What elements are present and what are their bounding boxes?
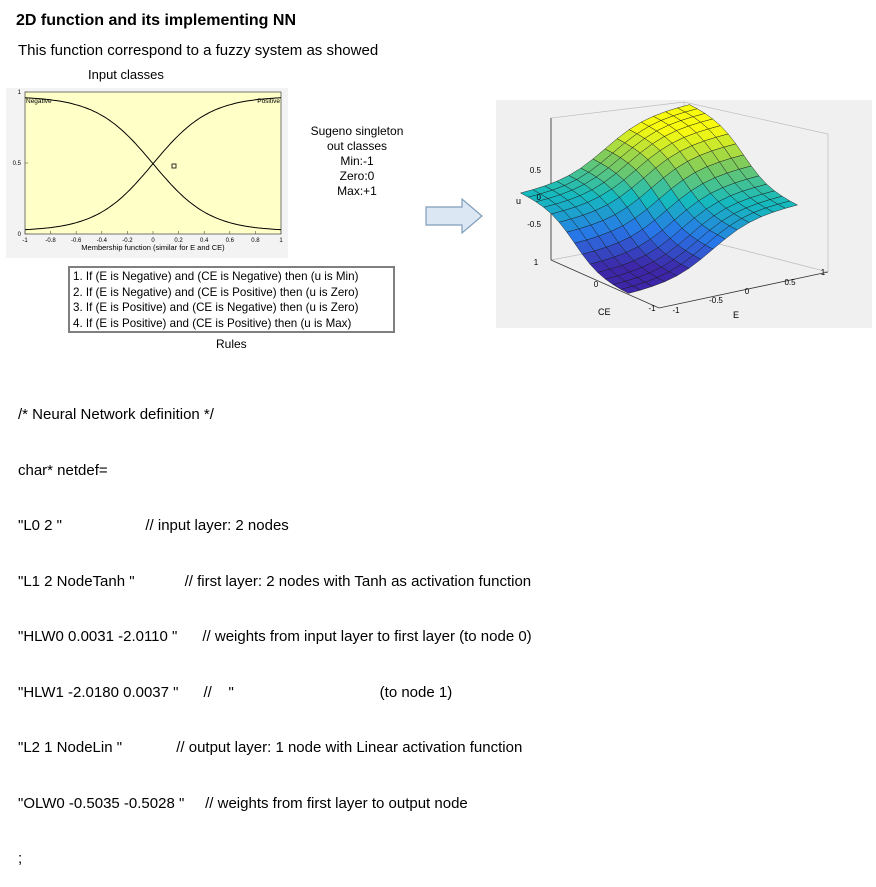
positive-label: Positive: [257, 98, 280, 105]
sugeno-description: Sugeno singleton out classes Min:-1 Zero…: [296, 124, 418, 199]
membership-x-tick: -0.8: [45, 238, 56, 244]
rule-item: 4. If (E is Positive) and (CE is Positiv…: [73, 316, 352, 330]
sugeno-line: out classes: [326, 139, 388, 153]
membership-x-tick: 0.6: [226, 238, 235, 244]
e-tick: 0.5: [784, 278, 796, 287]
network-definition-code: /* Neural Network definition */ char* ne…: [18, 369, 532, 887]
membership-plot-caption: Input classes: [88, 67, 164, 82]
code-line: "HLW1 -2.0180 0.0037 " // " (to node 1): [18, 683, 453, 701]
membership-x-tick: 0.8: [251, 238, 260, 244]
membership-y-tick: 0: [18, 232, 22, 238]
surface-plot: 0.5 0 -0.5 u 1 0 -1 CE -1 -0.5 0 0.5 1 E: [496, 100, 872, 328]
membership-y-ticks: 00.51: [13, 90, 28, 238]
membership-y-tick: 0.5: [13, 161, 22, 167]
e-tick: 0: [745, 287, 750, 296]
sugeno-line: Sugeno singleton: [310, 124, 404, 138]
ce-axis-label: CE: [598, 307, 611, 317]
positive-membership-curve: [24, 97, 282, 231]
rule-item: 3. If (E is Positive) and (CE is Negativ…: [73, 301, 359, 314]
code-line: char* netdef=: [18, 461, 108, 479]
membership-x-tick: 0.4: [200, 238, 209, 244]
membership-xlabel: Membership function (similar for E and C…: [81, 243, 225, 252]
surface-patch: [519, 189, 541, 198]
code-line: "L1 2 NodeTanh " // first layer: 2 nodes…: [18, 572, 532, 590]
z-axis-label: u: [516, 196, 521, 206]
code-line: "L0 2 " // input layer: 2 nodes: [18, 517, 289, 534]
code-line: "OLW0 -0.5035 -0.5028 " // weights from …: [18, 794, 468, 812]
selected-point-marker: [171, 163, 177, 169]
z-tick: 0: [537, 193, 542, 202]
negative-label: Negative: [26, 98, 52, 105]
membership-x-ticks: -1 -0.8 -0.6 -0.4 -0.2 0 0.2 0.4 0.6 0.8 1: [22, 231, 283, 244]
sugeno-line: Min:-1: [340, 154, 374, 168]
code-line: "L2 1 NodeLin " // output layer: 1 node …: [18, 739, 523, 756]
z-tick: -0.5: [527, 220, 541, 229]
code-line: /* Neural Network definition */: [18, 406, 214, 423]
page-subtitle: This function correspond to a fuzzy syst…: [18, 42, 379, 59]
membership-x-tick: -0.2: [122, 238, 133, 244]
rules-caption: Rules: [216, 337, 247, 351]
e-axis-label: E: [733, 310, 739, 320]
membership-x-tick: 0.2: [174, 238, 183, 244]
rule-item: 2. If (E is Negative) and (CE is Positiv…: [73, 285, 359, 299]
membership-x-tick: 0: [151, 238, 155, 244]
right-arrow-icon: [424, 197, 486, 240]
membership-function-plot: 0 0.5 1 -1 -0.8 -0.6 -0.4 -0.2 0 0.2 0.4 0.6 0.8 1 N…: [6, 88, 288, 258]
e-tick: -0.5: [709, 296, 723, 305]
membership-x-tick: 1: [279, 238, 283, 244]
page-title: 2D function and its implementing NN: [16, 12, 297, 29]
rules-list: 1. If (E is Negative) and (CE is Negativ…: [68, 266, 395, 333]
e-tick: -1: [672, 306, 680, 315]
membership-y-tick: 1: [18, 90, 22, 96]
z-tick: 0.5: [530, 166, 542, 175]
surface-mesh: [519, 104, 799, 294]
code-line: "HLW0 0.0031 -2.0110 " // weights from i…: [18, 628, 532, 645]
membership-x-tick: -0.4: [97, 238, 108, 244]
ce-tick: -1: [648, 304, 656, 313]
ce-tick: 0: [594, 280, 599, 289]
e-tick: 1: [821, 268, 826, 277]
membership-x-tick: -0.6: [71, 238, 82, 244]
sugeno-line: Max:+1: [337, 184, 377, 198]
rule-item: 1. If (E is Negative) and (CE is Negativ…: [73, 270, 359, 283]
membership-x-tick: -1: [22, 238, 28, 244]
sugeno-line: Zero:0: [339, 169, 375, 183]
ce-tick: 1: [534, 258, 539, 267]
code-line: ;: [18, 850, 23, 867]
